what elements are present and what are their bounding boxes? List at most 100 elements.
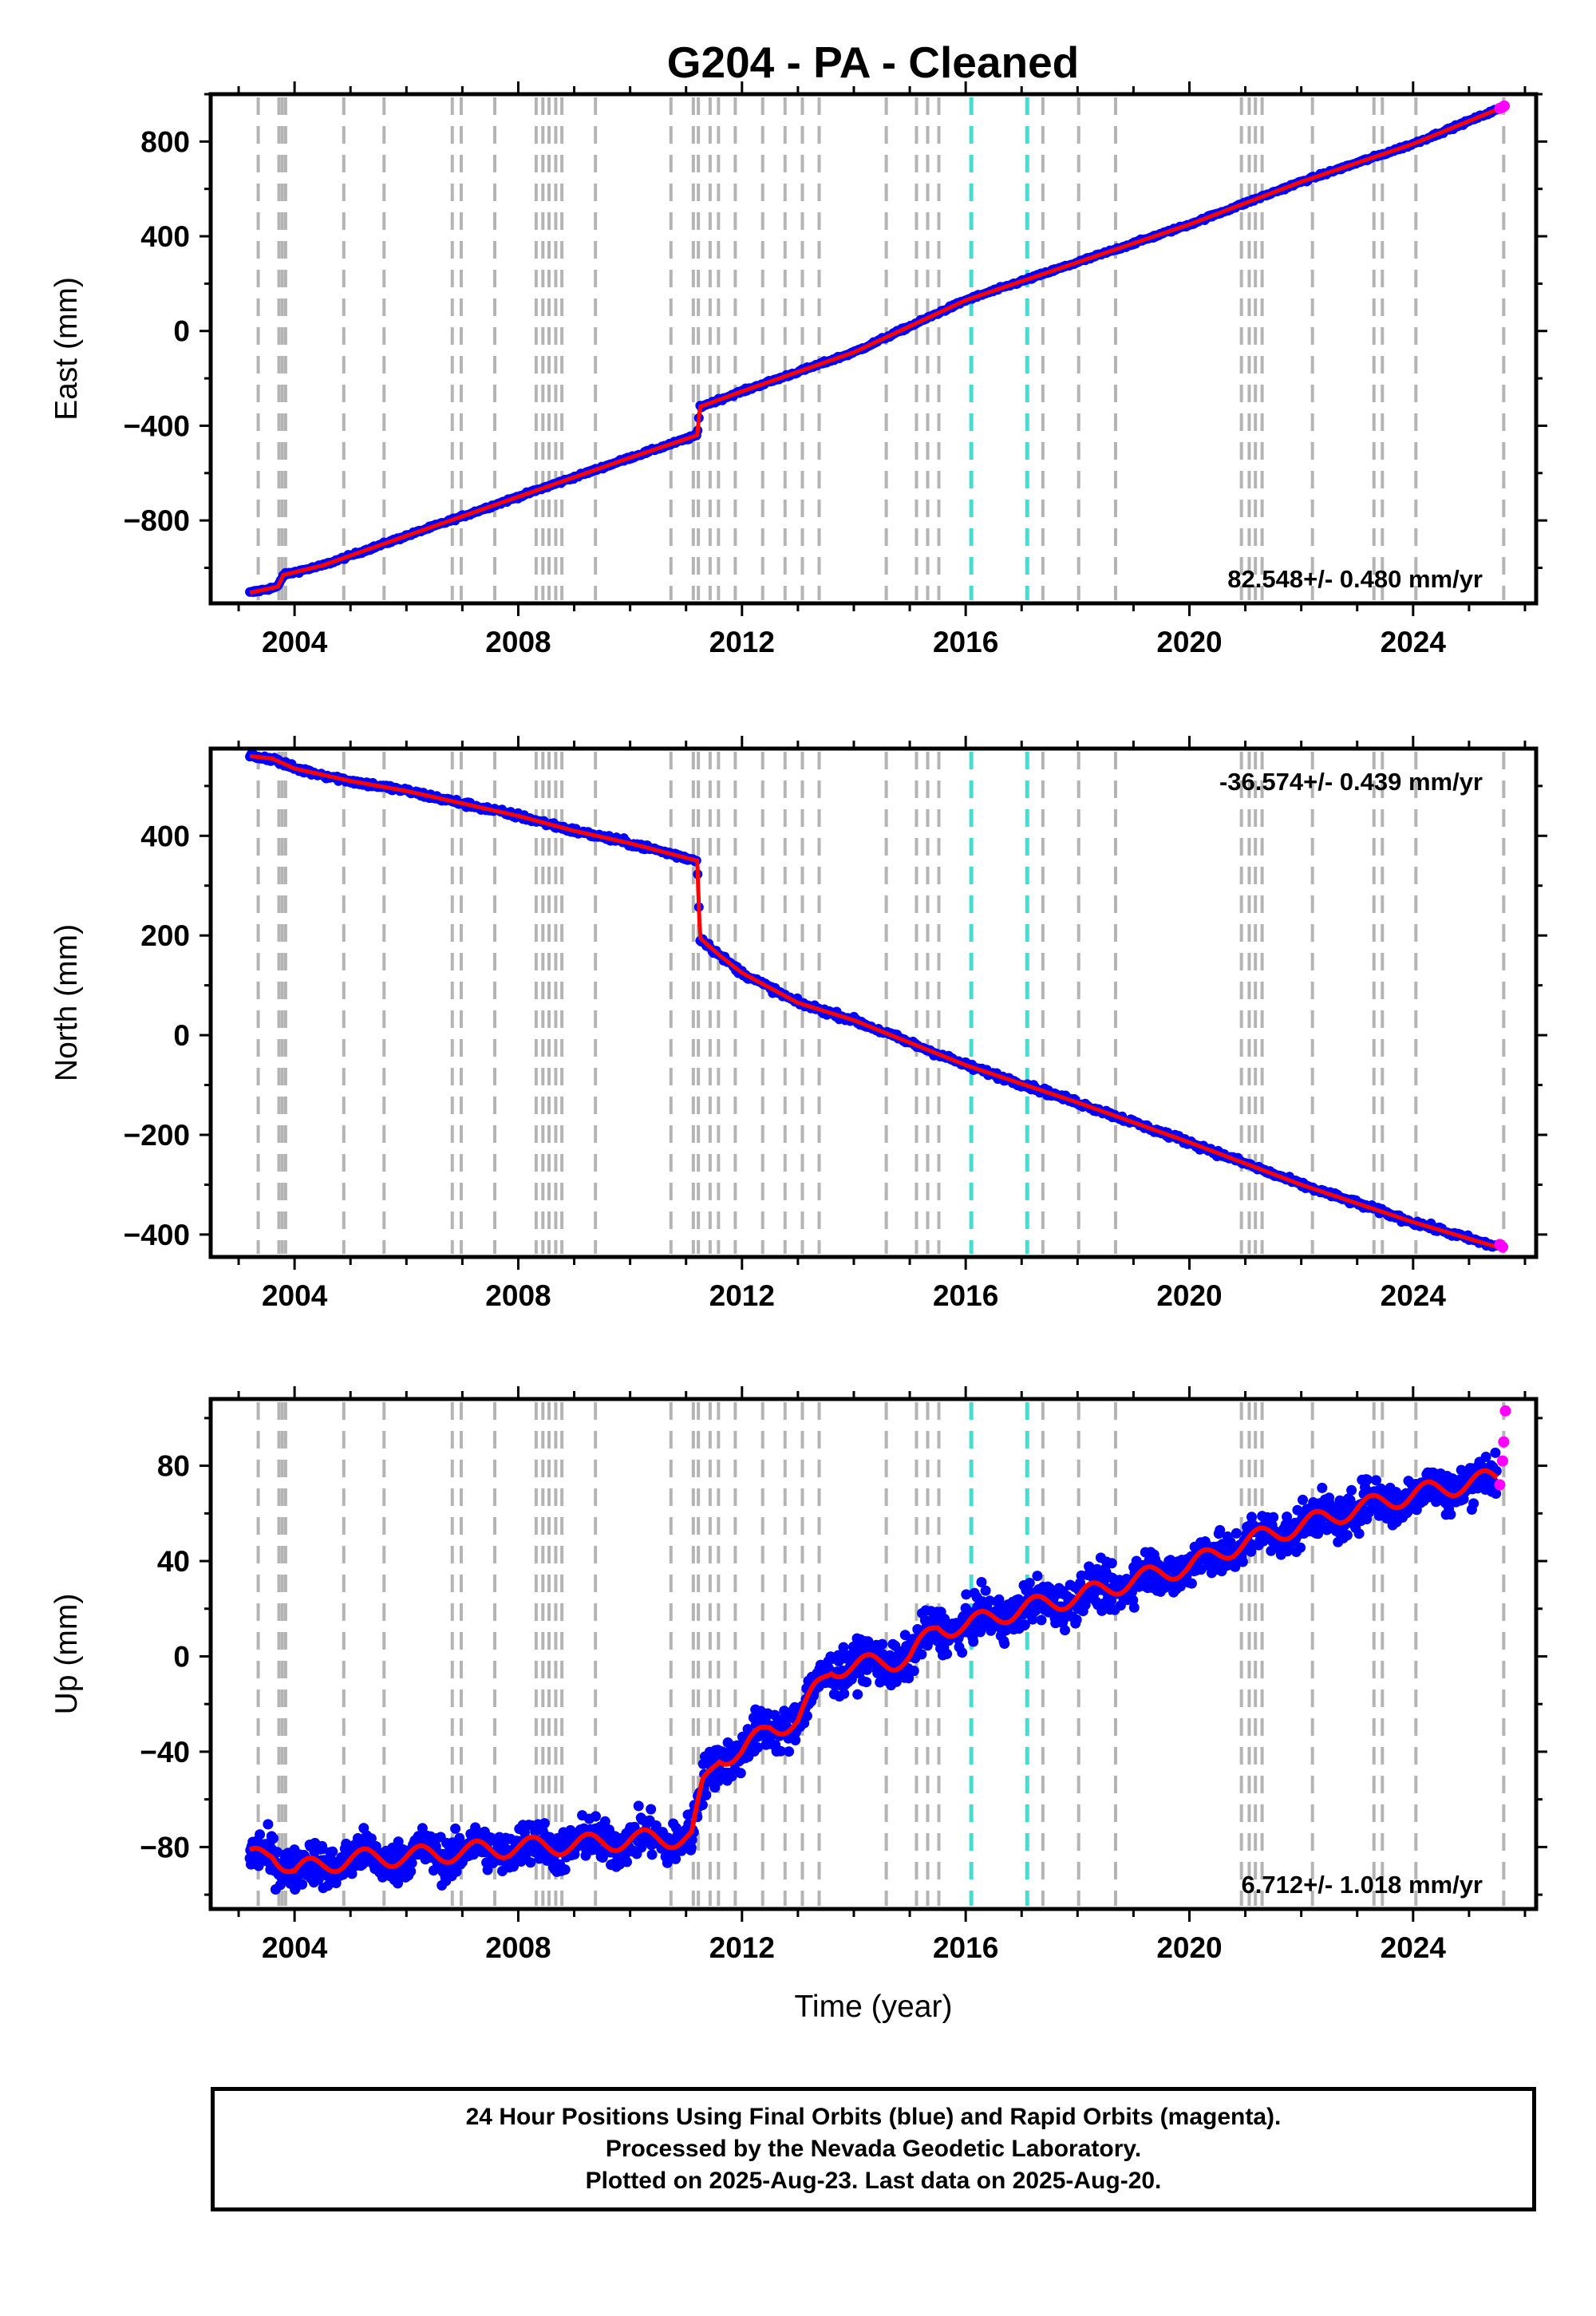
y-tick-label: 80 xyxy=(157,1450,190,1483)
final-orbit-point xyxy=(685,1842,697,1853)
rapid-points xyxy=(1494,1239,1508,1253)
y-tick-label: 0 xyxy=(173,1640,190,1673)
final-orbit-point xyxy=(976,1577,987,1587)
y-axis-label: Up (mm) xyxy=(49,1594,84,1715)
final-orbit-point xyxy=(1237,1556,1248,1567)
final-orbit-point xyxy=(1071,1614,1082,1626)
y-tick-label: −40 xyxy=(140,1736,190,1769)
final-orbit-point xyxy=(508,1861,519,1872)
final-orbit-point xyxy=(942,1648,953,1659)
model-fit-line xyxy=(249,753,1498,1249)
plot-frame xyxy=(208,746,1539,1259)
final-orbit-point xyxy=(801,1710,812,1721)
final-orbit-point xyxy=(999,1638,1010,1649)
final-orbit-point xyxy=(1317,1482,1328,1493)
footer-line-1: 24 Hour Positions Using Final Orbits (bl… xyxy=(465,2104,1282,2130)
rate-annotation: 6.712+/- 1.018 mm/yr xyxy=(1242,1871,1483,1899)
rapid-orbit-point xyxy=(1496,1241,1508,1253)
final-orbit-point xyxy=(591,1811,601,1822)
final-orbit-point xyxy=(994,1594,1005,1605)
y-tick-label: 0 xyxy=(173,315,190,348)
event-lines xyxy=(256,97,1506,600)
y-tick-label: 800 xyxy=(140,125,190,158)
model-fit-line xyxy=(248,1468,1499,1875)
y-tick-label: −400 xyxy=(124,1219,190,1251)
y-tick-label: 400 xyxy=(140,820,190,852)
plot-frame xyxy=(208,92,1539,606)
x-tick-label: 2004 xyxy=(262,1931,328,1964)
final-orbit-point xyxy=(790,1735,801,1745)
final-orbit-point xyxy=(899,1630,911,1641)
final-orbit-point xyxy=(1186,1578,1197,1589)
final-orbit-point xyxy=(417,1823,428,1834)
final-orbit-point xyxy=(1246,1546,1257,1557)
final-orbit-point xyxy=(1371,1475,1381,1486)
y-tick-label: −400 xyxy=(124,409,190,442)
final-orbit-point xyxy=(633,1800,644,1812)
final-orbit-point xyxy=(861,1677,872,1688)
final-orbit-point xyxy=(327,1846,338,1857)
final-orbit-point xyxy=(393,1878,403,1889)
final-orbit-point xyxy=(980,1585,991,1596)
final-orbit-point xyxy=(1024,1578,1035,1588)
final-orbit-point xyxy=(1080,1599,1091,1611)
final-orbit-point xyxy=(986,1625,997,1636)
model-fit-line xyxy=(249,108,1498,595)
final-orbit-point xyxy=(1353,1528,1365,1539)
final-orbit-point xyxy=(1468,1498,1479,1509)
rapid-orbit-point xyxy=(1498,1436,1510,1448)
figure-title: G204 - PA - Cleaned xyxy=(667,38,1080,87)
final-orbit-point xyxy=(406,1857,417,1868)
final-orbit-point xyxy=(1491,1488,1502,1499)
x-tick-label: 2020 xyxy=(1156,1931,1222,1964)
x-tick-label: 2008 xyxy=(485,1279,551,1312)
final-orbit-point xyxy=(405,1866,417,1877)
final-orbit-point xyxy=(1231,1528,1242,1539)
final-orbit-point xyxy=(1268,1512,1279,1523)
final-orbit-point xyxy=(735,1768,746,1779)
y-tick-label: −800 xyxy=(124,504,190,537)
final-orbit-point xyxy=(539,1818,550,1829)
final-orbit-point xyxy=(968,1636,979,1647)
final-orbit-point xyxy=(297,1879,308,1890)
final-orbit-point xyxy=(1341,1530,1353,1541)
final-orbit-point xyxy=(1215,1524,1226,1535)
x-tick-label: 2008 xyxy=(485,1931,551,1964)
final-orbit-point xyxy=(650,1820,662,1831)
final-orbit-point xyxy=(346,1868,358,1879)
final-orbit-point xyxy=(784,1746,795,1757)
final-orbit-point xyxy=(1019,1619,1030,1630)
plot-frame xyxy=(208,1397,1539,1911)
x-tick-label: 2024 xyxy=(1381,626,1447,658)
final-orbit-point xyxy=(670,1853,681,1864)
final-orbit-point xyxy=(1298,1494,1308,1505)
final-orbit-point xyxy=(1490,1447,1501,1458)
x-tick-label: 2004 xyxy=(262,1279,328,1312)
final-orbit-point xyxy=(646,1804,657,1815)
rapid-orbit-point xyxy=(1494,1479,1506,1491)
final-orbit-point xyxy=(1295,1542,1306,1553)
final-orbit-point xyxy=(1036,1614,1047,1626)
final-orbit-point xyxy=(852,1689,863,1700)
x-tick-label: 2016 xyxy=(933,1931,998,1964)
final-orbit-point xyxy=(838,1642,849,1653)
final-orbit-point xyxy=(908,1666,919,1677)
final-orbit-point xyxy=(1480,1452,1491,1462)
y-tick-label: 400 xyxy=(140,220,190,253)
x-tick-label: 2016 xyxy=(933,1279,998,1312)
x-tick-label: 2020 xyxy=(1156,626,1222,658)
final-orbit-point xyxy=(1362,1474,1373,1485)
final-orbit-point xyxy=(1445,1509,1456,1520)
final-orbit-point xyxy=(1230,1561,1241,1572)
final-orbit-point xyxy=(1106,1558,1117,1569)
x-tick-label: 2012 xyxy=(709,626,775,658)
final-orbit-point xyxy=(450,1823,461,1834)
y-tick-label: 200 xyxy=(140,919,190,952)
final-orbit-point xyxy=(662,1857,673,1868)
event-lines xyxy=(256,752,1506,1254)
rapid-orbit-point xyxy=(1496,1455,1508,1467)
final-orbit-point xyxy=(559,1864,571,1875)
final-orbit-point xyxy=(1128,1602,1140,1613)
rapid-points xyxy=(1494,100,1511,114)
footer-line-2: Processed by the Nevada Geodetic Laborat… xyxy=(605,2136,1142,2162)
